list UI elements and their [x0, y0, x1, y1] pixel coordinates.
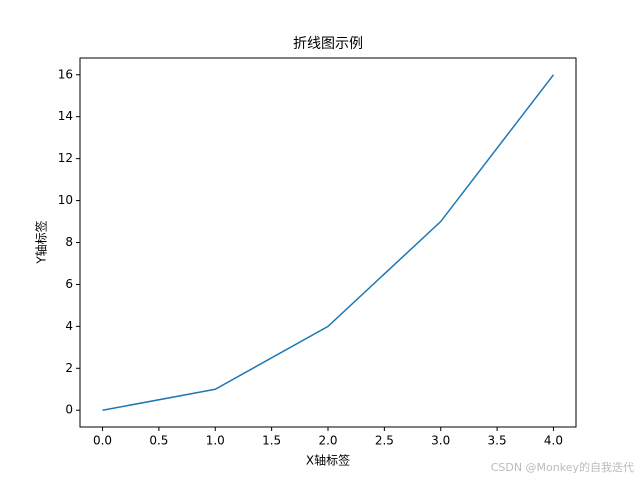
- y-tick-label: 4: [65, 319, 73, 333]
- y-tick-label: 2: [65, 361, 73, 375]
- y-tick-label: 8: [65, 235, 73, 249]
- x-tick-label: 3.5: [488, 434, 507, 448]
- x-tick-label: 0.0: [93, 434, 112, 448]
- x-axis-label: X轴标签: [306, 453, 350, 468]
- y-tick-label: 0: [65, 403, 73, 417]
- x-tick-label: 1.0: [206, 434, 225, 448]
- x-tick-label: 1.5: [262, 434, 281, 448]
- y-tick-label: 14: [58, 109, 73, 123]
- line-series: [102, 74, 555, 411]
- x-tick-label: 4.0: [544, 434, 563, 448]
- x-tick-label: 2.5: [375, 434, 394, 448]
- plot-frame: [79, 57, 577, 428]
- y-tick-label: 16: [58, 67, 73, 81]
- watermark: CSDN @Monkey的自我迭代: [491, 460, 634, 474]
- y-axis-label: Y轴标签: [34, 220, 49, 264]
- x-tick-label: 3.0: [431, 434, 450, 448]
- x-tick-label: 2.0: [318, 434, 337, 448]
- y-tick-label: 10: [58, 193, 73, 207]
- x-tick-label: 0.5: [149, 434, 168, 448]
- y-tick-label: 12: [58, 151, 73, 165]
- chart-title: 折线图示例: [293, 36, 363, 52]
- y-tick-label: 6: [65, 277, 73, 291]
